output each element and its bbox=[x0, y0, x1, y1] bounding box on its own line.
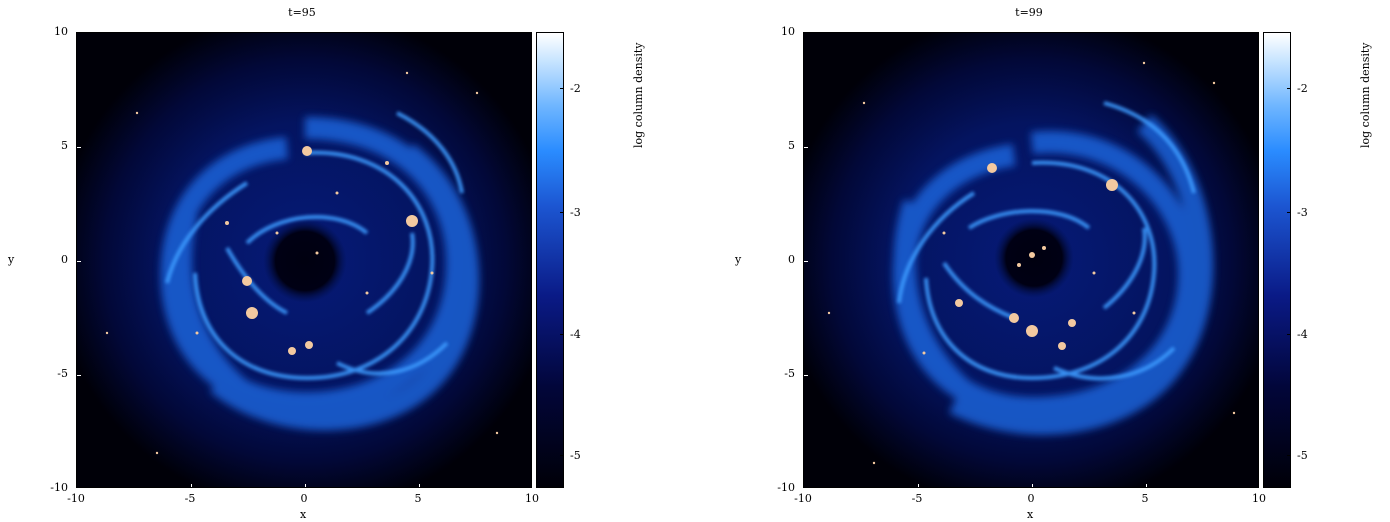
y-tick-label: -10 bbox=[777, 481, 795, 494]
colorbar-tick-label: -2 bbox=[570, 82, 581, 95]
colorbar bbox=[536, 32, 564, 488]
colorbar-tick-mark bbox=[1287, 334, 1291, 335]
y-tick-mark bbox=[804, 147, 808, 148]
x-axis-label: x bbox=[300, 508, 307, 521]
x-tick-label: 10 bbox=[525, 492, 539, 505]
y-tick-mark bbox=[804, 261, 808, 262]
colorbar-tick-mark bbox=[560, 212, 564, 213]
x-tick-label: -10 bbox=[794, 492, 812, 505]
x-tick-label: -5 bbox=[184, 492, 196, 505]
y-tick-label: 10 bbox=[54, 25, 68, 38]
x-tick-label: 10 bbox=[1252, 492, 1266, 505]
colorbar-tick-label: -3 bbox=[1297, 206, 1308, 219]
x-tick-label: 5 bbox=[414, 492, 422, 505]
y-tick-mark bbox=[77, 375, 81, 376]
colorbar-tick-label: -2 bbox=[1297, 82, 1308, 95]
x-tick-mark bbox=[1032, 484, 1033, 487]
x-tick-mark bbox=[305, 484, 306, 487]
panel-t95: t=95 bbox=[8, 6, 645, 521]
colorbar-tick-label: -3 bbox=[570, 206, 581, 219]
panel-title: t=99 bbox=[1015, 6, 1043, 19]
colorbar-tick-label: -4 bbox=[570, 328, 581, 341]
x-tick-label: 0 bbox=[1027, 492, 1035, 505]
y-tick-label: -10 bbox=[50, 481, 68, 494]
panel-title: t=95 bbox=[288, 6, 316, 19]
x-tick-label: 5 bbox=[1141, 492, 1149, 505]
y-tick-label: 0 bbox=[788, 253, 795, 266]
y-tick-mark bbox=[77, 147, 81, 148]
colorbar-tick-mark bbox=[560, 455, 564, 456]
colorbar-tick-label: -5 bbox=[570, 449, 581, 462]
density-map bbox=[77, 33, 531, 487]
y-tick-label: 5 bbox=[61, 139, 68, 152]
density-map bbox=[804, 33, 1258, 487]
colorbar-tick-mark bbox=[560, 334, 564, 335]
colorbar-tick-mark bbox=[1287, 455, 1291, 456]
x-tick-mark bbox=[918, 484, 919, 487]
colorbar-tick-mark bbox=[1287, 88, 1291, 89]
colorbar-tick-label: -5 bbox=[1297, 449, 1308, 462]
y-tick-label: 5 bbox=[788, 139, 795, 152]
y-tick-label: 10 bbox=[781, 25, 795, 38]
density-image bbox=[803, 32, 1259, 488]
x-tick-mark bbox=[1146, 484, 1147, 487]
colorbar-label: log column density bbox=[1359, 42, 1372, 148]
colorbar-tick-mark bbox=[1287, 212, 1291, 213]
x-tick-label: -5 bbox=[911, 492, 923, 505]
y-tick-mark bbox=[77, 261, 81, 262]
y-axis-label: y bbox=[735, 253, 742, 266]
panel-t99: t=99 bbox=[727, 0, 1390, 522]
y-tick-label: 0 bbox=[61, 253, 68, 266]
y-tick-label: -5 bbox=[57, 367, 68, 380]
colorbar-tick-label: -4 bbox=[1297, 328, 1308, 341]
y-tick-mark bbox=[804, 375, 808, 376]
density-image bbox=[76, 32, 532, 488]
x-axis-label: x bbox=[1027, 508, 1034, 521]
x-tick-mark bbox=[191, 484, 192, 487]
x-tick-label: 0 bbox=[300, 492, 308, 505]
colorbar-tick-mark bbox=[560, 88, 564, 89]
x-tick-label: -10 bbox=[67, 492, 85, 505]
colorbar-label: log column density bbox=[632, 42, 645, 148]
colorbar bbox=[1263, 32, 1291, 488]
y-tick-label: -5 bbox=[784, 367, 795, 380]
y-axis-label: y bbox=[8, 253, 15, 266]
x-tick-mark bbox=[419, 484, 420, 487]
